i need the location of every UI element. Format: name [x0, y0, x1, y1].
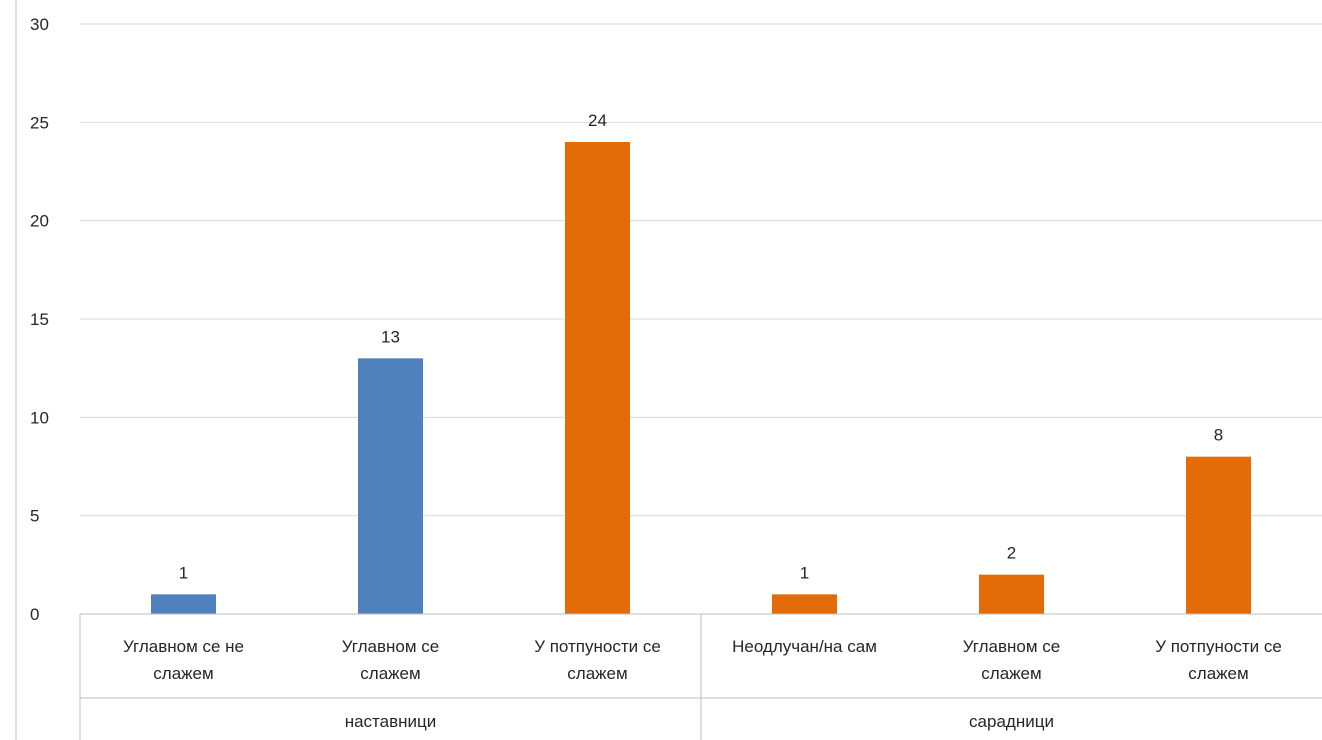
- category-label: У потпуности се: [1155, 637, 1282, 656]
- y-tick-label: 5: [30, 507, 39, 526]
- category-label: слажем: [981, 664, 1041, 683]
- x-axis: [15, 0, 1322, 740]
- group-labels: наставници сарадници: [345, 712, 1054, 731]
- bar: [358, 358, 423, 614]
- category-label: слажем: [360, 664, 420, 683]
- category-label: Углавном се не: [123, 637, 244, 656]
- y-axis-tick-labels: 0 5 10 15 20 25 30: [30, 15, 49, 624]
- category-label: Углавном се: [342, 637, 439, 656]
- y-tick-label: 10: [30, 408, 49, 427]
- y-tick-label: 20: [30, 212, 49, 231]
- data-labels: 1 13 24 1 2 8: [179, 111, 1223, 582]
- y-tick-label: 25: [30, 113, 49, 132]
- data-label: 2: [1007, 544, 1016, 563]
- group-label: наставници: [345, 712, 437, 731]
- bar: [979, 574, 1044, 614]
- category-label: У потпуности се: [534, 637, 661, 656]
- bar: [565, 142, 630, 614]
- y-tick-label: 15: [30, 310, 49, 329]
- category-label: слажем: [153, 664, 213, 683]
- y-tick-label: 30: [30, 15, 49, 34]
- category-label: слажем: [1188, 664, 1248, 683]
- y-tick-label: 0: [30, 605, 39, 624]
- data-label: 1: [800, 563, 809, 582]
- data-label: 24: [588, 111, 607, 130]
- category-label: Углавном се: [963, 637, 1060, 656]
- group-label: сарадници: [969, 712, 1054, 731]
- category-label: слажем: [567, 664, 627, 683]
- bar: [151, 594, 216, 614]
- data-label: 8: [1214, 426, 1223, 445]
- data-label: 13: [381, 327, 400, 346]
- gridlines: [80, 23, 1322, 517]
- category-labels: Углавном се не слажем Углавном се слажем У п…: [123, 637, 1282, 683]
- bar: [1186, 456, 1251, 614]
- category-label: Неодлучан/на сам: [732, 637, 877, 656]
- bar: [772, 594, 837, 614]
- bars: [151, 142, 1251, 614]
- data-label: 1: [179, 563, 188, 582]
